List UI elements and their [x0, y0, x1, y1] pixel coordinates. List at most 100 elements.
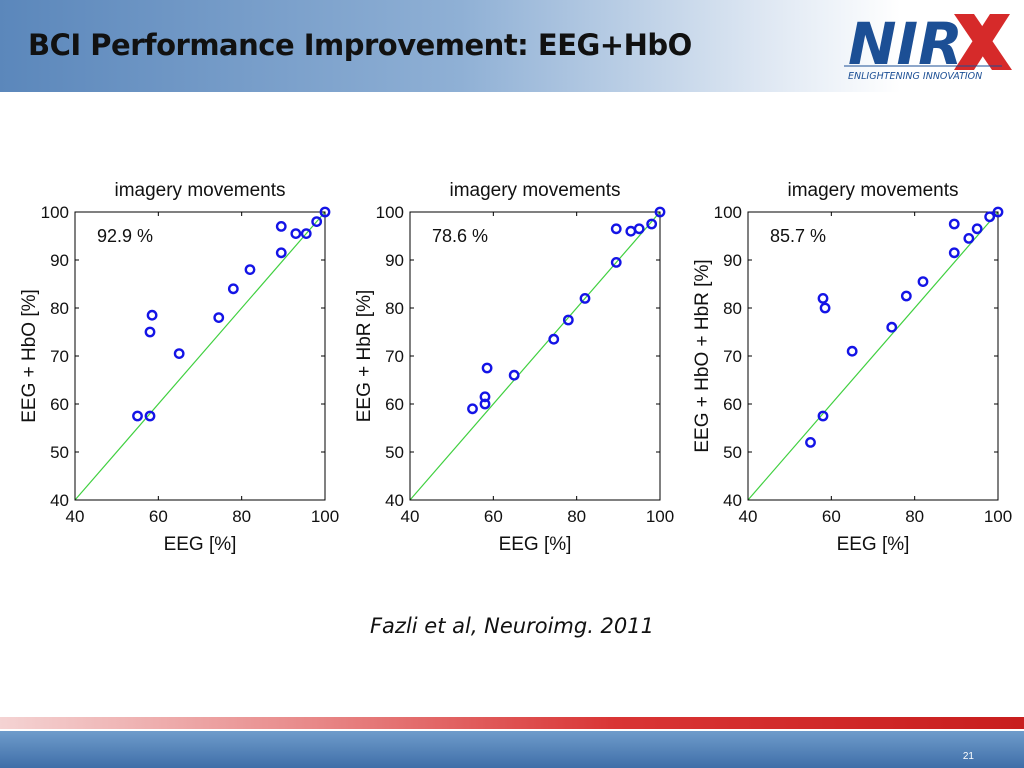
y-tick-label: 80	[723, 299, 742, 318]
y-tick-label: 80	[50, 299, 69, 318]
chart-panel-hbr: imagery movements 40 60 80 100 40 50 60 70 80 90 10…	[350, 170, 680, 560]
y-tick-label: 40	[723, 491, 742, 510]
y-axis-label: EEG + HbO [%]	[19, 289, 40, 423]
data-point-marker	[817, 410, 829, 422]
y-axis-label: EEG + HbR [%]	[354, 290, 375, 423]
accuracy-annotation: 85.7 %	[770, 226, 826, 246]
page-number: 21	[962, 751, 974, 762]
data-point-marker	[610, 223, 622, 235]
footer-blue-band	[0, 731, 1024, 768]
y-tick-label: 90	[723, 251, 742, 270]
data-point-marker	[244, 264, 256, 276]
data-point-marker	[173, 348, 185, 360]
slide-header-band: BCI Performance Improvement: EEG+HbO	[0, 0, 1024, 92]
data-point-marker	[467, 403, 478, 415]
data-point-marker	[633, 223, 645, 235]
diagonal-reference-line	[747, 211, 999, 501]
x-axis-label: EEG [%]	[837, 534, 910, 555]
y-tick-label: 100	[376, 203, 404, 222]
y-tick-label: 60	[50, 395, 69, 414]
y-tick-label: 80	[385, 299, 404, 318]
x-tick-label: 60	[149, 507, 168, 526]
x-axis-label: EEG [%]	[164, 534, 237, 555]
chart-title: imagery movements	[787, 180, 958, 201]
y-tick-label: 100	[714, 203, 742, 222]
data-point-marker	[479, 391, 491, 403]
y-tick-label: 90	[385, 251, 404, 270]
data-point-marker	[610, 257, 622, 268]
y-tick-label: 40	[50, 491, 69, 510]
chart-panel-hbo: imagery movements 40 60 80 100 40 50 60 70 80 90 10…	[15, 170, 345, 560]
x-tick-label: 60	[822, 507, 841, 526]
chart-title: imagery movements	[114, 180, 285, 201]
accuracy-annotation: 78.6 %	[432, 226, 488, 246]
x-axis-label: EEG [%]	[499, 534, 572, 555]
y-tick-label: 50	[50, 443, 69, 462]
x-tick-label: 40	[401, 507, 420, 526]
citation: Fazli et al, Neuroimg. 2011	[369, 614, 655, 638]
data-point-marker	[984, 211, 996, 223]
data-point-marker	[846, 345, 858, 357]
data-point-marker	[144, 410, 156, 422]
data-point-marker	[646, 218, 658, 230]
logo-tagline: ENLIGHTENING INNOVATION	[848, 71, 982, 82]
data-point-marker	[971, 223, 983, 235]
y-axis-label: EEG + HbO + HbR [%]	[692, 259, 713, 452]
data-point-marker	[146, 309, 158, 321]
y-tick-label: 70	[385, 347, 404, 366]
y-tick-label: 60	[723, 395, 742, 414]
scatter-chart-eeg-hbo: imagery movements 40 60 80 100 40 50 60 70 80 90 10…	[19, 180, 339, 555]
data-point-marker	[213, 312, 225, 324]
x-tick-label: 40	[66, 507, 85, 526]
data-point-marker	[886, 321, 898, 333]
data-point-marker	[948, 218, 960, 230]
y-tick-label: 40	[385, 491, 404, 510]
x-tick-label: 100	[311, 507, 339, 526]
nirx-logo: NIR ENLIGHTENING INNOVATION	[842, 8, 1012, 86]
data-point-marker	[917, 276, 929, 288]
x-tick-label: 80	[232, 507, 251, 526]
slide-title: BCI Performance Improvement: EEG+HbO	[28, 28, 692, 62]
data-point-marker	[992, 206, 1004, 218]
data-point-marker	[819, 302, 831, 314]
data-point-marker	[319, 206, 331, 218]
data-point-marker	[817, 292, 829, 304]
data-point-marker	[144, 326, 156, 338]
data-point-marker	[311, 216, 323, 227]
data-point-marker	[948, 247, 960, 259]
x-tick-label: 80	[567, 507, 586, 526]
x-tick-label: 40	[739, 507, 758, 526]
x-tick-label: 100	[984, 507, 1012, 526]
data-point-marker	[548, 333, 560, 345]
data-point-marker	[227, 283, 239, 295]
y-tick-label: 70	[723, 347, 742, 366]
data-point-marker	[963, 233, 975, 244]
scatter-chart-eeg-hbr: imagery movements 40 60 80 100 40 50 60 70 80 90 10…	[354, 180, 674, 555]
data-point-marker	[275, 221, 287, 232]
x-tick-label: 100	[646, 507, 674, 526]
y-tick-label: 50	[723, 443, 742, 462]
chart-title: imagery movements	[449, 180, 620, 201]
data-point-marker	[481, 362, 493, 374]
logo-x-mark	[954, 14, 1012, 70]
y-tick-label: 90	[50, 251, 69, 270]
data-point-marker	[508, 369, 520, 381]
diagonal-reference-line	[74, 211, 326, 501]
data-point-marker	[132, 410, 143, 422]
chart-panel-hbo-hbr: imagery movements 40 60 80 100 40 50 60 70 80 90 10…	[688, 170, 1018, 560]
y-tick-label: 50	[385, 443, 404, 462]
data-point-marker	[805, 436, 816, 448]
data-point-marker	[300, 228, 312, 239]
y-tick-label: 70	[50, 347, 69, 366]
x-tick-label: 60	[484, 507, 503, 526]
y-tick-label: 60	[385, 395, 404, 414]
data-point-marker	[900, 290, 912, 302]
scatter-chart-eeg-hbo-hbr: imagery movements 40 60 80 100 40 50 60 70 80 90 10…	[692, 180, 1012, 555]
data-point-marker	[275, 247, 287, 259]
logo-wordmark-nir: NIR	[848, 10, 963, 78]
data-point-marker	[579, 292, 591, 304]
x-tick-label: 80	[905, 507, 924, 526]
data-point-marker	[654, 206, 666, 218]
y-tick-label: 100	[41, 203, 69, 222]
data-point-marker	[562, 314, 574, 326]
